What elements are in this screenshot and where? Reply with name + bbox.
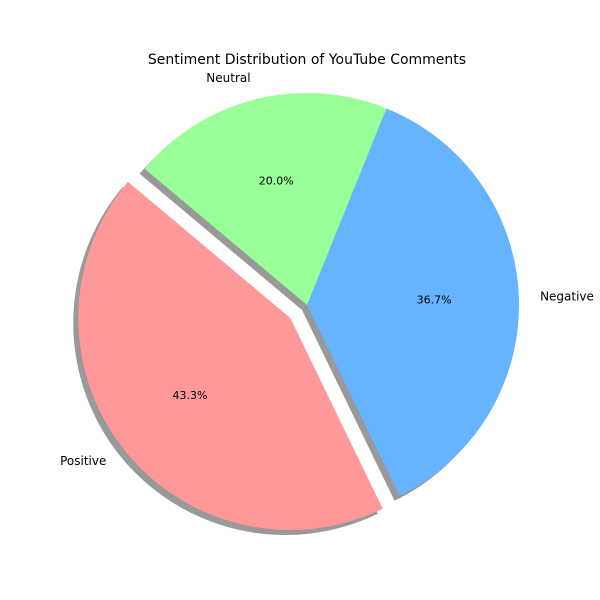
slice-label-positive: Positive	[60, 454, 106, 468]
pie-slices	[78, 93, 520, 531]
slice-negative	[307, 108, 520, 496]
slice-pct-positive: 43.3%	[172, 389, 207, 402]
slice-pct-neutral: 20.0%	[259, 175, 294, 188]
slice-labels: Positive 43.3% Negative 36.7% Neutral 20.0%	[60, 71, 594, 468]
slice-label-negative: Negative	[540, 290, 594, 304]
slice-pct-negative: 36.7%	[417, 294, 452, 307]
slice-label-neutral: Neutral	[206, 71, 250, 85]
slice-neutral	[144, 93, 387, 305]
chart-title: Sentiment Distribution of YouTube Commen…	[148, 52, 466, 68]
slice-positive	[78, 181, 383, 531]
